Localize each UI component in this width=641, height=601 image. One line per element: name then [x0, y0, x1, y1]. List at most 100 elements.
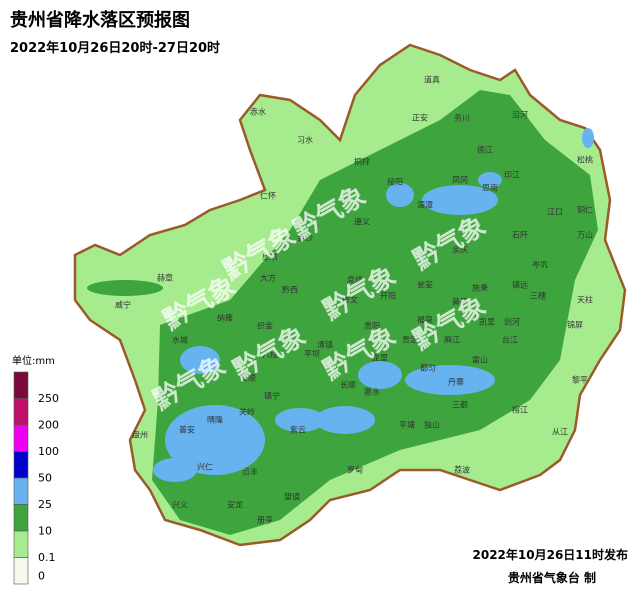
- county-label: 安龙: [227, 500, 243, 510]
- legend-label: 100: [38, 445, 59, 458]
- county-label: 黄平: [452, 297, 468, 307]
- legend-label: 0.1: [38, 551, 56, 564]
- county-label: 岑巩: [532, 260, 548, 270]
- legend-label: 10: [38, 525, 52, 538]
- rain-25-area: [87, 280, 163, 296]
- county-label: 湄潭: [417, 201, 433, 210]
- county-label: 修文: [342, 295, 358, 305]
- county-label: 晴隆: [207, 415, 223, 425]
- legend: 250 200 100 50 25 10 0.1 0: [13, 371, 59, 585]
- county-label: 台江: [502, 335, 518, 345]
- county-label: 威宁: [115, 300, 131, 310]
- legend-swatch: [13, 398, 29, 426]
- county-label: 正安: [412, 113, 428, 123]
- county-label: 道真: [424, 75, 440, 85]
- county-label: 长顺: [340, 380, 356, 390]
- county-label: 三穗: [530, 291, 546, 301]
- county-label: 榕江: [512, 405, 528, 415]
- county-label: 务川: [454, 113, 470, 123]
- county-label: 大方: [260, 273, 276, 283]
- county-label: 惠水: [364, 387, 380, 397]
- county-label: 织金: [257, 321, 273, 331]
- county-label: 镇远: [512, 280, 528, 290]
- county-label: 遵义: [354, 217, 370, 227]
- county-label: 望谟: [284, 492, 300, 502]
- legend-swatch: [13, 530, 29, 558]
- county-label: 兴义: [172, 501, 188, 510]
- county-label: 三都: [452, 401, 468, 410]
- county-label: 余庆: [452, 245, 468, 255]
- county-label: 铜仁: [577, 205, 593, 215]
- rain-25-50-areas: [153, 128, 594, 482]
- county-label: 德江: [477, 145, 493, 155]
- county-label: 兴仁: [197, 462, 213, 472]
- county-label: 金沙: [297, 233, 313, 243]
- legend-swatch: [13, 504, 29, 532]
- county-label: 都匀: [420, 363, 436, 373]
- county-label: 仁怀: [260, 191, 276, 201]
- legend-swatch: [13, 424, 29, 452]
- county-label: 瓮安: [417, 280, 433, 290]
- county-label: 独山: [424, 420, 440, 430]
- county-label: 施秉: [472, 283, 488, 293]
- county-label: 锦屏: [567, 320, 583, 330]
- county-label: 凯里: [479, 317, 495, 327]
- legend-label: 200: [38, 419, 59, 432]
- legend-swatch: [13, 451, 29, 479]
- county-label: 天柱: [577, 295, 593, 305]
- county-label: 江口: [547, 208, 563, 217]
- county-label: 平坝: [304, 350, 320, 359]
- county-label: 罗甸: [347, 465, 363, 475]
- legend-swatch: [13, 557, 29, 585]
- legend-swatch: [13, 477, 29, 505]
- county-label: 石阡: [512, 231, 528, 240]
- county-label: 息烽: [347, 275, 363, 285]
- issuer: 贵州省气象台 制: [508, 570, 596, 585]
- county-label: 荔波: [454, 465, 470, 475]
- county-label: 纳雍: [217, 313, 233, 323]
- county-label: 雷山: [472, 355, 488, 365]
- county-label: 赫章: [157, 273, 173, 283]
- county-label: 贵定: [402, 335, 418, 345]
- legend-swatch: [13, 371, 29, 399]
- county-label: 普安: [179, 425, 195, 435]
- issue-time: 2022年10月26日11时发布: [473, 547, 629, 562]
- legend-label: 250: [38, 392, 59, 405]
- legend-unit: 单位:mm: [12, 354, 55, 367]
- county-label: 六枝: [262, 350, 278, 360]
- county-label: 开阳: [380, 292, 396, 301]
- county-label: 贞丰: [242, 467, 258, 477]
- county-label: 清镇: [317, 340, 333, 350]
- county-label: 紫云: [290, 426, 306, 435]
- map-title: 贵州省降水落区预报图: [10, 9, 190, 31]
- legend-label: 0: [38, 570, 45, 583]
- county-label: 从江: [552, 428, 568, 437]
- legend-label: 25: [38, 498, 52, 511]
- county-label: 黔西: [282, 285, 298, 295]
- county-label: 习水: [297, 135, 313, 145]
- county-label: 松桃: [577, 155, 593, 165]
- county-label: 万山: [577, 230, 593, 240]
- county-label: 贵阳: [364, 321, 380, 331]
- county-label: 册亨: [257, 515, 273, 525]
- map-subtitle: 2022年10月26日20时-27日20时: [10, 40, 220, 56]
- county-label: 龙里: [372, 353, 388, 363]
- county-label: 思南: [482, 183, 498, 193]
- county-label: 平塘: [399, 420, 415, 430]
- county-label: 安顺: [240, 373, 256, 383]
- county-label: 黎平: [572, 375, 588, 385]
- legend-label: 50: [38, 472, 52, 485]
- county-label: 印江: [504, 171, 520, 180]
- county-label: 毕节: [262, 253, 278, 263]
- county-label: 丹寨: [448, 377, 464, 387]
- county-label: 关岭: [239, 407, 255, 417]
- county-label: 福泉: [417, 315, 433, 325]
- county-label: 赤水: [250, 107, 266, 117]
- county-label: 绥阳: [387, 177, 403, 187]
- county-label: 麻江: [444, 335, 460, 345]
- county-label: 盘州: [132, 430, 148, 440]
- county-label: 沿河: [512, 110, 528, 120]
- county-label: 剑河: [504, 317, 520, 327]
